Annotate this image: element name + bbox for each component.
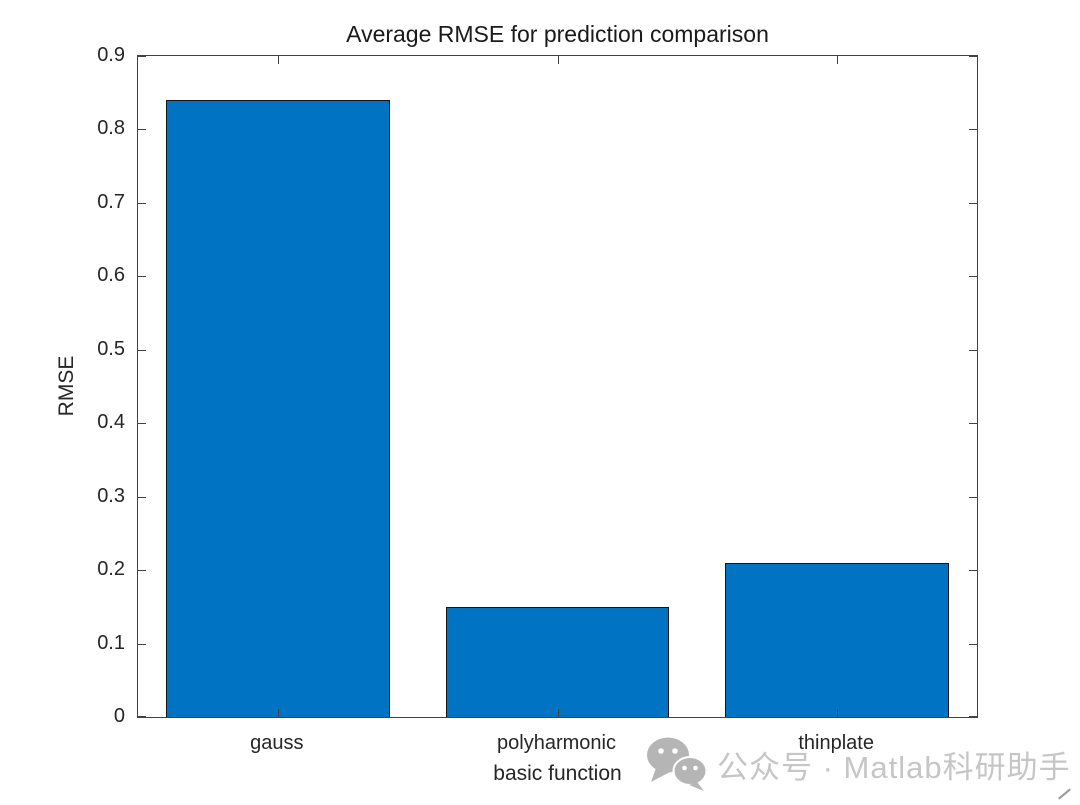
- ytick-label-0.9: 0.9: [97, 44, 125, 66]
- xtick-bottom-gauss: [277, 709, 279, 717]
- xtick-label-thinplate: thinplate: [798, 732, 874, 754]
- ytick-left-0.1: [138, 643, 146, 645]
- ytick-left-0.9: [138, 56, 146, 57]
- ytick-right-0.5: [969, 349, 977, 351]
- ytick-right-0.1: [969, 643, 977, 645]
- ytick-label-0.4: 0.4: [97, 411, 125, 434]
- ytick-label-0.2: 0.2: [97, 558, 125, 581]
- plot-area: [137, 55, 978, 718]
- ytick-left-0.3: [138, 496, 146, 498]
- ytick-label-0.7: 0.7: [97, 190, 125, 213]
- y-axis-label: RMSE: [55, 355, 78, 417]
- ytick-left-0.7: [138, 202, 146, 204]
- x-axis-label: basic function: [493, 762, 622, 785]
- ytick-left-0.4: [138, 423, 146, 425]
- ytick-left-0.2: [138, 570, 146, 572]
- ytick-label-0: 0: [113, 705, 125, 727]
- ytick-label-0.5: 0.5: [97, 337, 125, 360]
- xtick-label-polyharmonic: polyharmonic: [497, 732, 616, 754]
- xtick-top-gauss: [277, 56, 279, 64]
- ytick-right-0.8: [969, 129, 977, 131]
- bar-polyharmonic: [445, 606, 670, 717]
- xtick-top-polyharmonic: [557, 56, 559, 64]
- ytick-label-0.8: 0.8: [97, 117, 125, 140]
- ytick-label-0.3: 0.3: [97, 484, 125, 507]
- ytick-right-0.7: [969, 202, 977, 204]
- ytick-right-0.6: [969, 276, 977, 278]
- bar-gauss: [165, 100, 390, 717]
- ytick-left-0.5: [138, 349, 146, 351]
- xtick-label-gauss: gauss: [250, 732, 304, 754]
- ytick-right-0: [969, 716, 977, 717]
- xtick-bottom-polyharmonic: [557, 709, 559, 717]
- ytick-label-0.6: 0.6: [97, 264, 125, 287]
- chart-title: Average RMSE for prediction comparison: [346, 21, 769, 47]
- xtick-top-thinplate: [837, 56, 839, 64]
- ytick-left-0: [138, 716, 146, 717]
- ytick-right-0.2: [969, 570, 977, 572]
- corner-artifact: [1058, 788, 1071, 800]
- ytick-right-0.4: [969, 423, 977, 425]
- ytick-left-0.8: [138, 129, 146, 131]
- ytick-label-0.1: 0.1: [97, 631, 125, 654]
- bar-thinplate: [725, 562, 950, 717]
- ytick-left-0.6: [138, 276, 146, 278]
- xtick-bottom-thinplate: [837, 709, 839, 717]
- ytick-right-0.3: [969, 496, 977, 498]
- ytick-right-0.9: [969, 56, 977, 57]
